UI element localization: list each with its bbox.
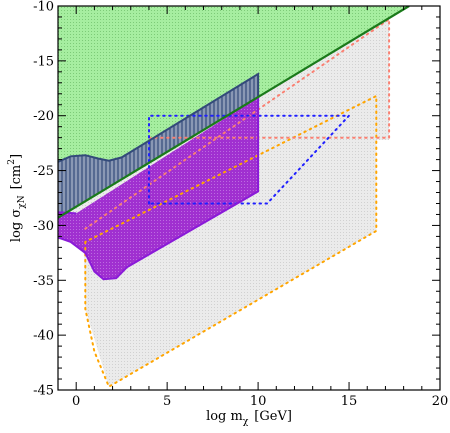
purple-boundary [58,97,260,281]
x-tick-label: 15 [341,394,358,409]
y-tick-label: -15 [33,54,54,69]
y-tick-label: -30 [33,219,54,234]
y-axis-label: log σχN[cm2] [7,154,27,242]
green-boundary [58,6,410,219]
x-tick-label: 5 [163,394,171,409]
y-tick-label: -40 [33,329,54,344]
x-ticks: 0 5 10 15 20 [57,6,449,409]
y-tick-label: -45 [33,384,54,399]
plot-frame [57,5,441,391]
plot-area [58,6,410,389]
hatch-top [58,72,260,163]
y-tick-label: -35 [33,274,54,289]
y-ticks: -45 -40 -35 -30 -25 -20 -15 -10 [33,0,440,399]
y-tick-label: -20 [33,109,54,124]
region-hatched [58,74,259,218]
orange-boundary [84,94,378,389]
y-tick-label: -10 [33,0,54,15]
x-tick-label: 0 [72,394,80,409]
red-box [84,17,391,230]
blue-box [148,114,352,205]
x-tick-label: 20 [432,394,449,409]
x-tick-label: 10 [250,394,267,409]
y-tick-label: -25 [33,164,54,179]
region-purple [58,97,259,280]
x-axis-label: log mχ [GeV] [206,409,292,427]
